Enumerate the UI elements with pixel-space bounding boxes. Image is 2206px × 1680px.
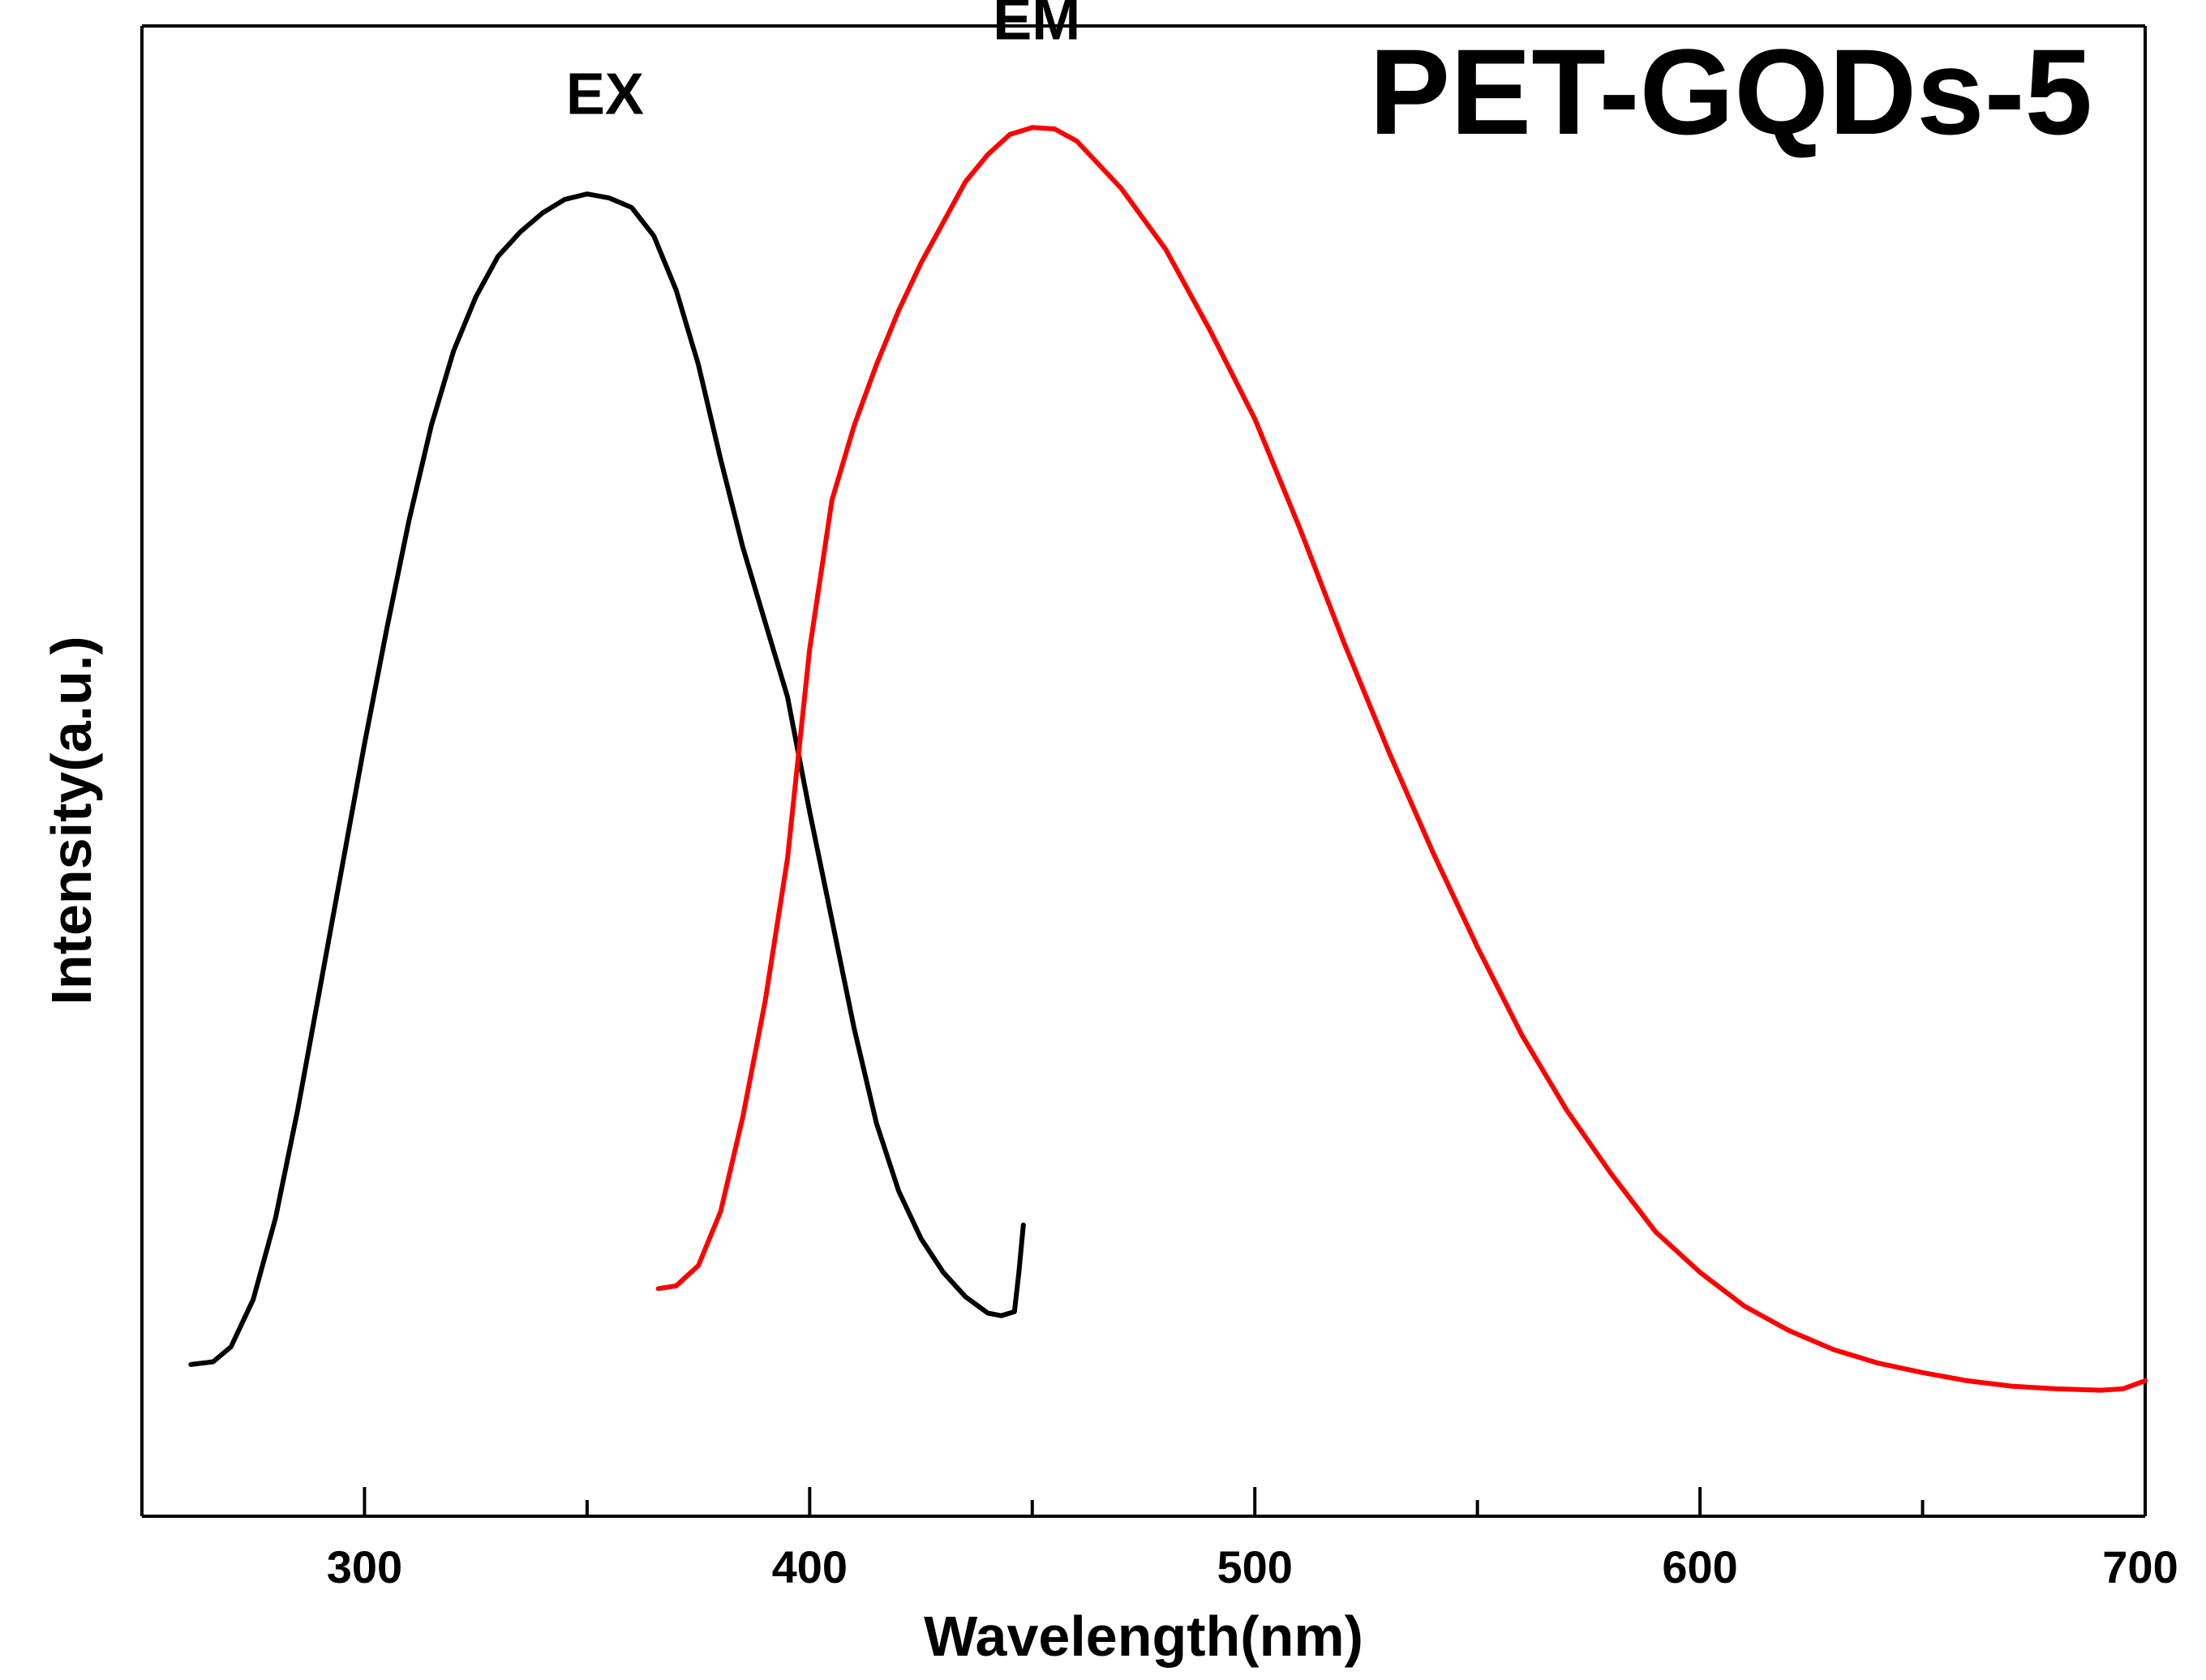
x-tick-label: 400 bbox=[772, 1541, 848, 1592]
x-axis-title: Wavelength(nm) bbox=[924, 1605, 1363, 1668]
series-line-em bbox=[655, 125, 2148, 1393]
x-tick-label: 500 bbox=[1217, 1541, 1293, 1592]
series-line-ex bbox=[188, 191, 1026, 1367]
x-tick-label: 300 bbox=[327, 1541, 402, 1592]
curve-labels: EX EM bbox=[566, 0, 1080, 127]
series-label-ex: EX bbox=[566, 62, 644, 127]
y-axis-title: Intensity(a.u.) bbox=[40, 636, 103, 1005]
x-tick-label: 600 bbox=[1662, 1541, 1737, 1592]
x-tick-label: 700 bbox=[2102, 1541, 2178, 1592]
plot-frame bbox=[140, 24, 2147, 1518]
series-label-em: EM bbox=[993, 0, 1080, 53]
x-ticks: 300 400 500 600 700 bbox=[327, 1487, 2178, 1592]
series-layer bbox=[188, 125, 2148, 1393]
chart-title: PET-GQDs-5 bbox=[1369, 24, 2092, 160]
